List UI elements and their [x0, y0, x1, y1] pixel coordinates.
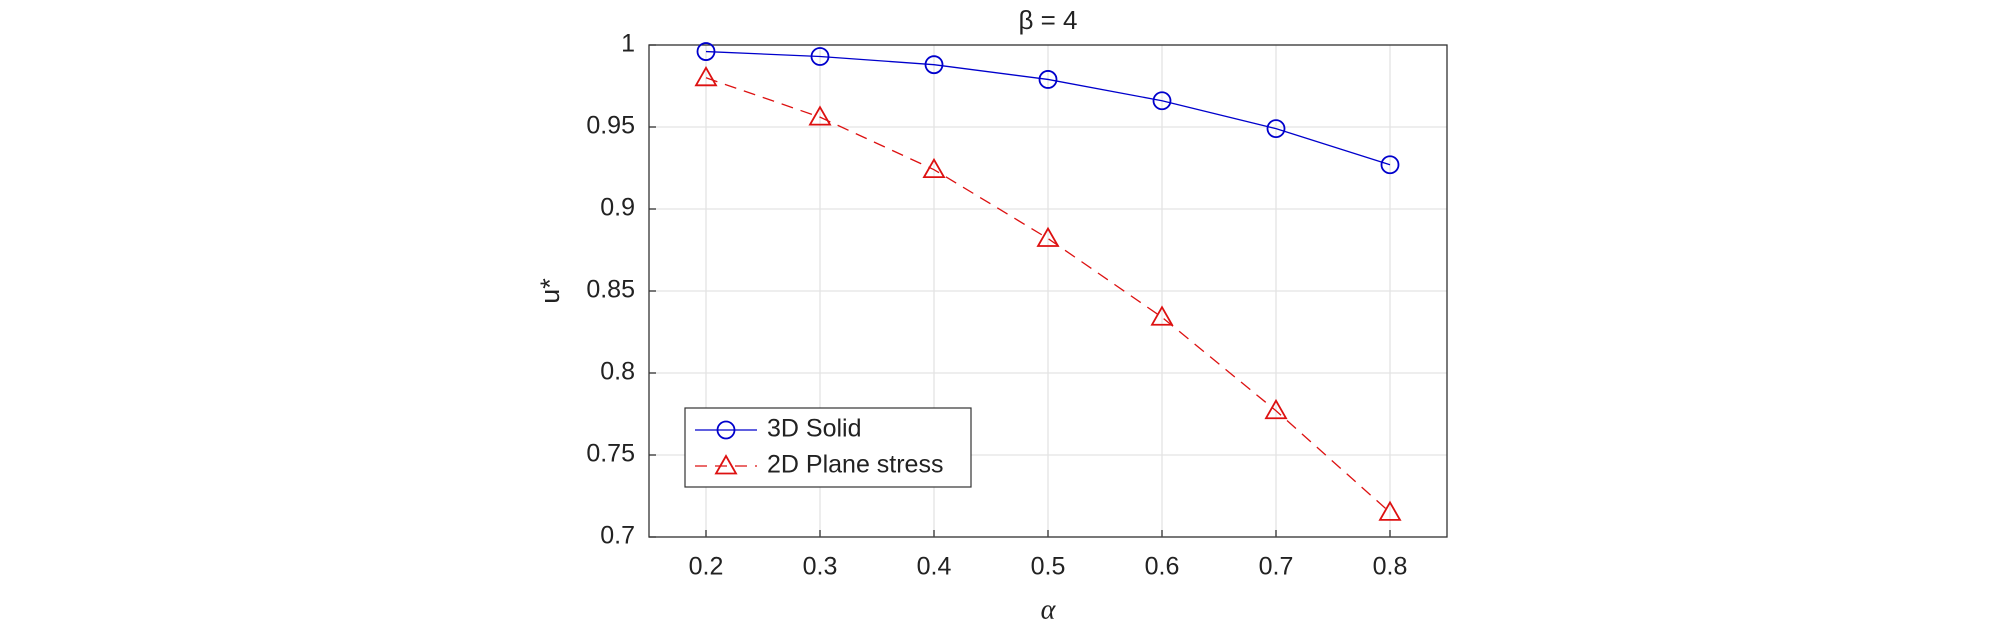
- series-line: [705, 77, 1391, 513]
- series-line: [705, 50, 1391, 166]
- marker: [1038, 70, 1058, 89]
- marker: [1152, 91, 1172, 111]
- plot-frame: [648, 44, 1448, 538]
- marker: [808, 105, 832, 126]
- x-tick-label: 0.5: [1031, 553, 1066, 581]
- x-tick-label: 0.4: [917, 553, 952, 581]
- x-tick-label: 0.7: [1259, 553, 1294, 581]
- y-tick-label: 0.9: [600, 194, 635, 222]
- x-tick-label: 0.2: [689, 553, 724, 581]
- legend-label: 3D Solid: [767, 415, 862, 443]
- marker: [1380, 155, 1400, 175]
- y-tick-label: 0.8: [600, 358, 635, 386]
- legend-label: 2D Plane stress: [767, 451, 943, 479]
- marker: [1378, 500, 1402, 521]
- marker: [1150, 305, 1174, 326]
- marker: [696, 42, 716, 61]
- y-tick-label: 0.85: [586, 276, 635, 304]
- x-tick-label: 0.8: [1373, 553, 1408, 581]
- y-tick-label: 0.95: [586, 112, 635, 140]
- marker: [1266, 119, 1286, 139]
- y-tick-label: 0.75: [586, 440, 635, 468]
- marker: [1036, 226, 1060, 247]
- marker: [1264, 398, 1288, 420]
- marker: [924, 55, 944, 75]
- marker: [694, 65, 718, 87]
- x-tick-label: 0.3: [803, 553, 838, 581]
- marker: [922, 157, 946, 179]
- x-tick-label: 0.6: [1145, 553, 1180, 581]
- y-tick-label: 0.7: [600, 522, 635, 550]
- y-axis-label: u*: [535, 278, 565, 304]
- y-tick-label: 1: [621, 30, 635, 58]
- x-axis-label: α: [1041, 594, 1057, 625]
- marker: [810, 47, 830, 66]
- marker: [714, 454, 738, 475]
- marker: [716, 420, 736, 440]
- chart-title: β = 4: [1018, 5, 1077, 35]
